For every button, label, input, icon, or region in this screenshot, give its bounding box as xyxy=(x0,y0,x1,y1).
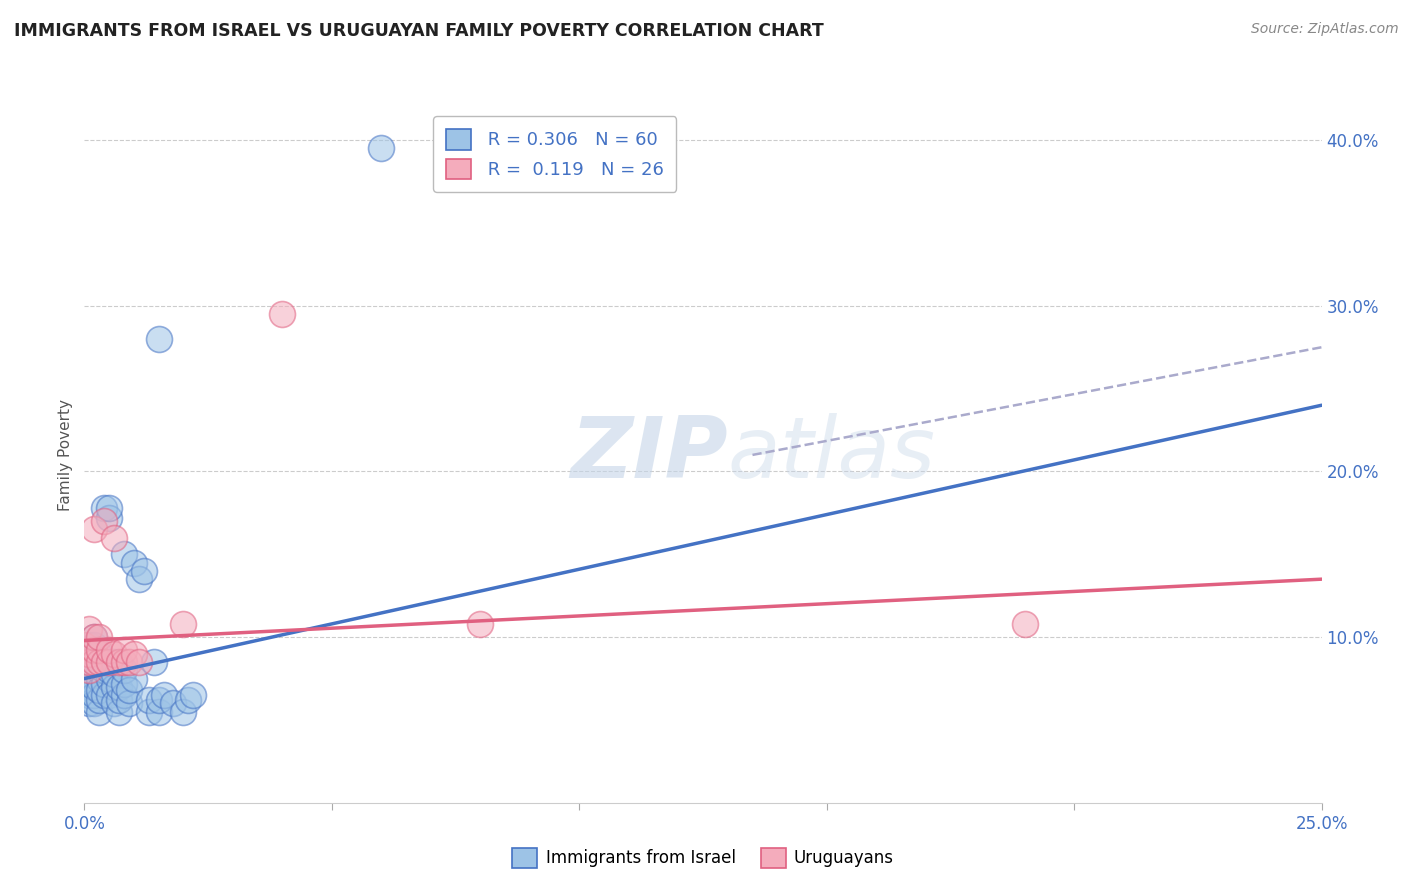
Point xyxy=(138,705,160,719)
Point xyxy=(118,683,141,698)
Legend:  R = 0.306   N = 60,  R =  0.119   N = 26: R = 0.306 N = 60, R = 0.119 N = 26 xyxy=(433,116,676,192)
Point xyxy=(89,630,111,644)
Point xyxy=(103,680,125,694)
Point xyxy=(79,639,101,653)
Point xyxy=(112,547,135,561)
Point xyxy=(148,332,170,346)
Point xyxy=(112,655,135,669)
Point xyxy=(112,688,135,702)
Point xyxy=(83,630,105,644)
Point xyxy=(79,697,101,711)
Point xyxy=(98,655,121,669)
Point xyxy=(79,680,101,694)
Point xyxy=(271,307,294,321)
Point xyxy=(128,655,150,669)
Point xyxy=(89,643,111,657)
Point xyxy=(152,688,174,702)
Point xyxy=(89,663,111,677)
Point xyxy=(79,663,101,677)
Point xyxy=(93,514,115,528)
Text: atlas: atlas xyxy=(728,413,936,497)
Point xyxy=(98,672,121,686)
Point xyxy=(122,647,145,661)
Point xyxy=(89,655,111,669)
Text: ZIP: ZIP xyxy=(569,413,728,497)
Point xyxy=(370,141,392,155)
Point xyxy=(118,697,141,711)
Point xyxy=(148,693,170,707)
Point xyxy=(108,680,131,694)
Point xyxy=(83,676,105,690)
Point xyxy=(122,556,145,570)
Point xyxy=(83,639,105,653)
Text: IMMIGRANTS FROM ISRAEL VS URUGUAYAN FAMILY POVERTY CORRELATION CHART: IMMIGRANTS FROM ISRAEL VS URUGUAYAN FAMI… xyxy=(14,22,824,40)
Point xyxy=(93,500,115,515)
Point xyxy=(112,663,135,677)
Point xyxy=(89,647,111,661)
Point xyxy=(83,650,105,665)
Point xyxy=(83,680,105,694)
Point xyxy=(112,643,135,657)
Point xyxy=(83,697,105,711)
Point xyxy=(98,500,121,515)
Point xyxy=(73,639,96,653)
Point xyxy=(83,630,105,644)
Point xyxy=(79,647,101,661)
Y-axis label: Family Poverty: Family Poverty xyxy=(58,399,73,511)
Text: Source: ZipAtlas.com: Source: ZipAtlas.com xyxy=(1251,22,1399,37)
Point xyxy=(89,683,111,698)
Point xyxy=(93,655,115,669)
Point xyxy=(172,616,194,631)
Point xyxy=(98,643,121,657)
Point xyxy=(181,688,204,702)
Point xyxy=(79,647,101,661)
Point xyxy=(118,655,141,669)
Point xyxy=(103,647,125,661)
Point xyxy=(177,693,200,707)
Point xyxy=(1014,616,1036,631)
Point xyxy=(93,655,115,669)
Point xyxy=(108,655,131,669)
Point xyxy=(79,655,101,669)
Point xyxy=(132,564,155,578)
Point xyxy=(83,643,105,657)
Point xyxy=(79,622,101,636)
Point xyxy=(83,523,105,537)
Point xyxy=(108,705,131,719)
Point xyxy=(142,655,165,669)
Point xyxy=(98,511,121,525)
Point xyxy=(89,655,111,669)
Point xyxy=(73,660,96,674)
Point xyxy=(103,697,125,711)
Legend: Immigrants from Israel, Uruguayans: Immigrants from Israel, Uruguayans xyxy=(506,841,900,875)
Point xyxy=(103,655,125,669)
Point xyxy=(172,705,194,719)
Point xyxy=(108,693,131,707)
Point xyxy=(89,672,111,686)
Point xyxy=(470,616,492,631)
Point xyxy=(83,655,105,669)
Point xyxy=(89,693,111,707)
Point xyxy=(128,572,150,586)
Point xyxy=(98,663,121,677)
Point xyxy=(122,672,145,686)
Point xyxy=(98,688,121,702)
Point xyxy=(93,688,115,702)
Point xyxy=(103,666,125,681)
Point xyxy=(93,676,115,690)
Point xyxy=(93,663,115,677)
Point xyxy=(148,705,170,719)
Point xyxy=(83,688,105,702)
Point xyxy=(79,655,101,669)
Point xyxy=(79,688,101,702)
Point xyxy=(112,676,135,690)
Point xyxy=(162,697,184,711)
Point xyxy=(79,666,101,681)
Point xyxy=(103,531,125,545)
Point xyxy=(138,693,160,707)
Point xyxy=(83,663,105,677)
Point xyxy=(89,705,111,719)
